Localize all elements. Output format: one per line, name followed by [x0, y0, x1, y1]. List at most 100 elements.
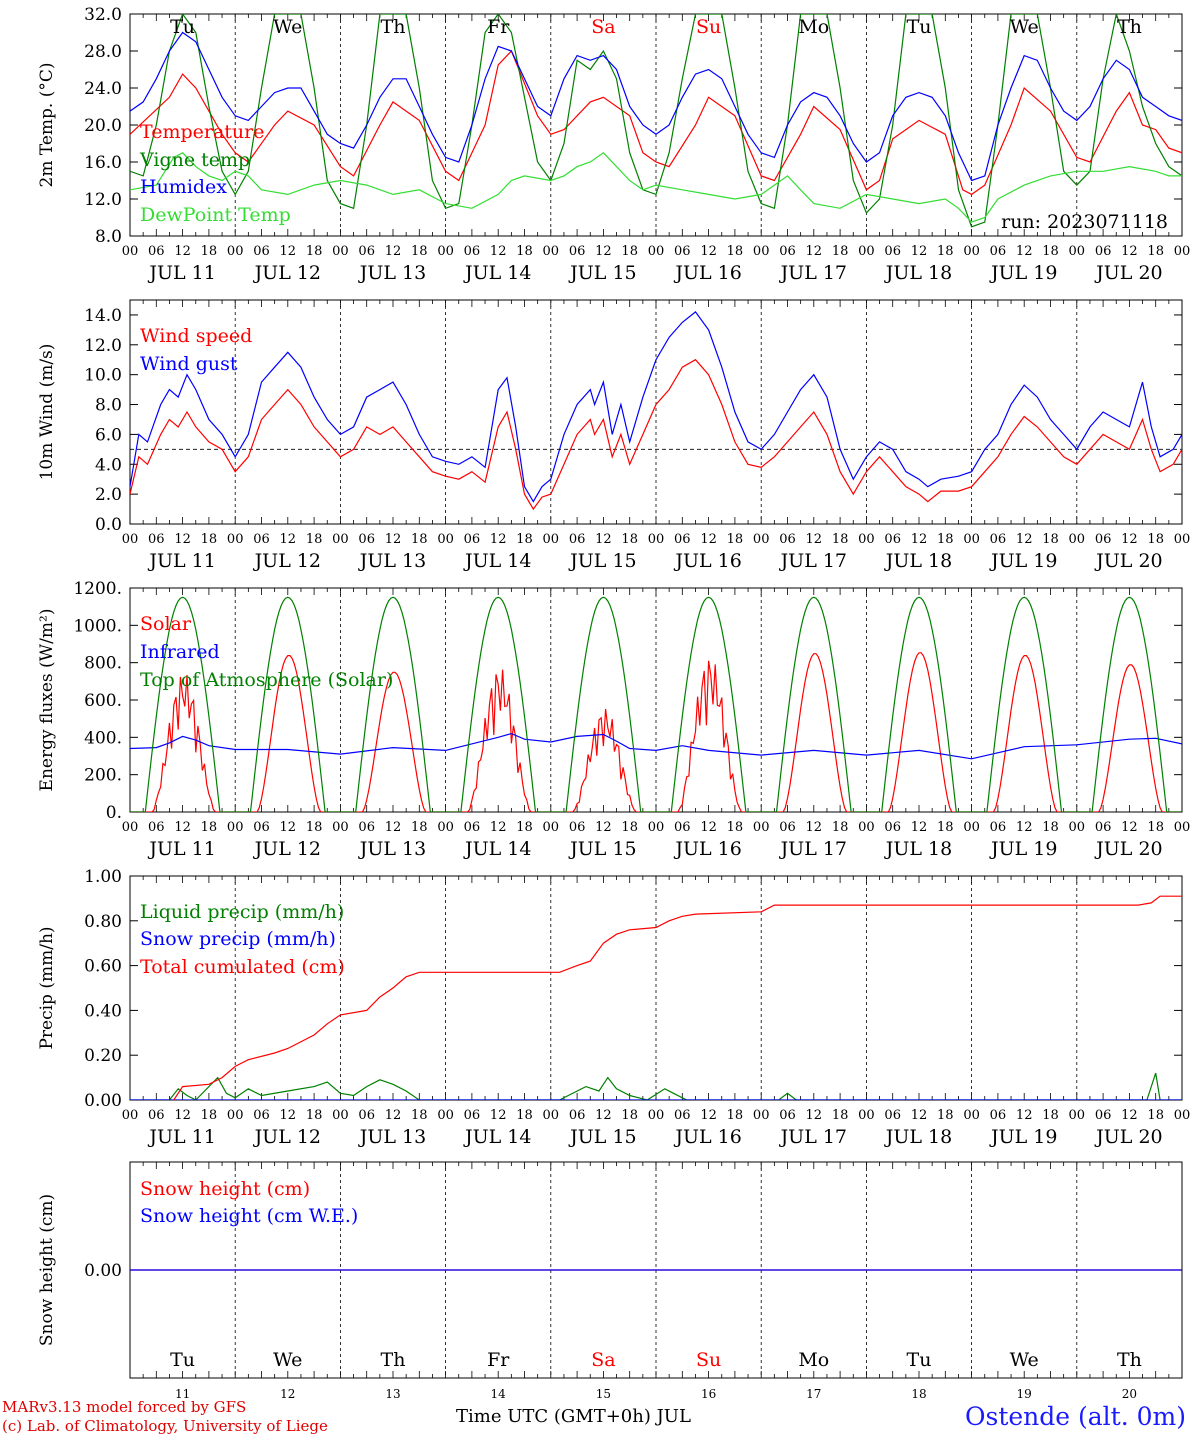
x-hour-label: 00	[648, 244, 665, 259]
x-date-label: JUL 17	[779, 838, 847, 860]
weekday-label: We	[273, 1349, 302, 1371]
x-hour-label: 12	[280, 244, 297, 259]
weekday-label: Su	[696, 16, 721, 38]
x-date-label: JUL 11	[147, 262, 215, 284]
x-hour-label: 12	[1016, 244, 1033, 259]
day-number-label: 19	[1017, 1387, 1032, 1401]
x-hour-label: 18	[937, 244, 954, 259]
day-number-label: 12	[280, 1387, 295, 1401]
x-hour-label: 12	[385, 532, 402, 547]
y-tick-label: 0.0	[95, 515, 122, 535]
weekday-label: We	[1010, 16, 1039, 38]
x-hour-label: 00	[1174, 244, 1191, 259]
x-hour-label: 06	[779, 244, 796, 259]
x-hour-label: 06	[464, 1108, 481, 1123]
y-tick-label: 14.0	[84, 306, 122, 326]
x-hour-label: 18	[727, 820, 744, 835]
y-tick-label: 8.0	[95, 396, 122, 416]
legend-entry: Infrared	[140, 641, 220, 663]
x-hour-label: 18	[516, 820, 533, 835]
x-hour-label: 18	[727, 1108, 744, 1123]
x-hour-label: 00	[753, 244, 770, 259]
x-hour-label: 18	[1042, 1108, 1059, 1123]
x-hour-label: 12	[490, 532, 507, 547]
x-hour-label: 00	[437, 532, 454, 547]
x-hour-label: 00	[858, 1108, 875, 1123]
x-hour-label: 06	[884, 1108, 901, 1123]
legend-entry: Top of Atmosphere (Solar)	[140, 669, 393, 691]
legend-entry: Total cumulated (cm)	[140, 956, 345, 978]
y-tick-label: 2.0	[95, 485, 122, 505]
plot-frame	[129, 299, 1183, 525]
x-hour-label: 00	[1174, 820, 1191, 835]
x-hour-label: 06	[358, 244, 375, 259]
legend-entry: Humidex	[140, 176, 227, 198]
x-hour-label: 18	[621, 244, 638, 259]
y-tick-label: 28.0	[84, 42, 122, 62]
x-hour-label: 00	[753, 820, 770, 835]
x-hour-label: 00	[648, 1108, 665, 1123]
x-hour-label: 12	[280, 1108, 297, 1123]
x-hour-label: 18	[1042, 244, 1059, 259]
x-hour-label: 12	[385, 1108, 402, 1123]
x-hour-label: 12	[1121, 532, 1138, 547]
panel-5: 0.00 Snow height (cm) Snow height (cm) Snow…	[37, 1161, 1183, 1401]
plot-frame	[129, 587, 1183, 813]
x-hour-label: 12	[490, 1108, 507, 1123]
y-tick-label: 12.0	[84, 190, 122, 210]
x-hour-label: 00	[227, 1108, 244, 1123]
x-hour-label: 12	[700, 820, 717, 835]
lab-credit: (c) Lab. of Climatology, University of L…	[2, 1417, 328, 1435]
y-axis-label: 2m Temp. (°C)	[37, 62, 57, 187]
x-date-label: JUL 16	[673, 550, 741, 572]
x-hour-label: 18	[832, 820, 849, 835]
weekday-label: Tu	[907, 1349, 932, 1371]
x-hour-label: 18	[201, 532, 218, 547]
x-hour-label: 18	[621, 1108, 638, 1123]
x-hour-label: 12	[806, 1108, 823, 1123]
x-hour-label: 06	[1095, 532, 1112, 547]
weekday-label: Sa	[591, 16, 615, 38]
y-axis-label: 10m Wind (m/s)	[37, 344, 57, 481]
x-hour-label: 18	[516, 244, 533, 259]
plot-area	[130, 596, 1182, 812]
y-tick-label: 8.0	[95, 227, 122, 247]
plot-area	[130, 895, 1182, 1100]
legend-entry: Snow precip (mm/h)	[140, 928, 336, 950]
x-hour-label: 06	[990, 532, 1007, 547]
x-hour-label: 06	[779, 532, 796, 547]
x-hour-label: 12	[806, 820, 823, 835]
x-date-label: JUL 18	[884, 262, 952, 284]
x-hour-label: 18	[411, 244, 428, 259]
x-hour-label: 18	[1042, 820, 1059, 835]
x-date-label: JUL 14	[463, 838, 531, 860]
x-hour-label: 06	[253, 244, 270, 259]
x-hour-label: 06	[148, 1108, 165, 1123]
x-date-label: JUL 12	[253, 262, 321, 284]
y-tick-label: 6.0	[95, 425, 122, 445]
x-hour-label: 00	[543, 820, 560, 835]
x-date-label: JUL 20	[1094, 550, 1162, 572]
x-hour-label: 06	[569, 244, 586, 259]
weekday-label: Tu	[170, 16, 195, 38]
x-hour-label: 12	[911, 244, 928, 259]
x-hour-label: 06	[674, 1108, 691, 1123]
panel-4: 0.00 0.20 0.40 0.60 0.80 1.00 Precip (mm/h) 00 0…	[37, 867, 1190, 1148]
x-hour-label: 18	[306, 820, 323, 835]
x-hour-label: 06	[569, 820, 586, 835]
x-hour-label: 00	[437, 244, 454, 259]
x-date-label: JUL 16	[673, 838, 741, 860]
x-hour-label: 18	[1147, 244, 1164, 259]
y-tick-label: 0.00	[84, 1091, 122, 1111]
series-line-1-3	[130, 31, 1182, 182]
x-hour-label: 06	[779, 820, 796, 835]
x-hour-label: 12	[911, 1108, 928, 1123]
x-hour-label: 18	[1147, 532, 1164, 547]
x-date-label: JUL 11	[147, 838, 215, 860]
legend-entry: Snow height (cm)	[140, 1178, 310, 1200]
y-tick-label: 10.0	[84, 366, 122, 386]
weekday-label: Mo	[798, 16, 829, 38]
x-hour-label: 06	[569, 532, 586, 547]
x-hour-label: 18	[516, 1108, 533, 1123]
x-hour-label: 18	[832, 532, 849, 547]
